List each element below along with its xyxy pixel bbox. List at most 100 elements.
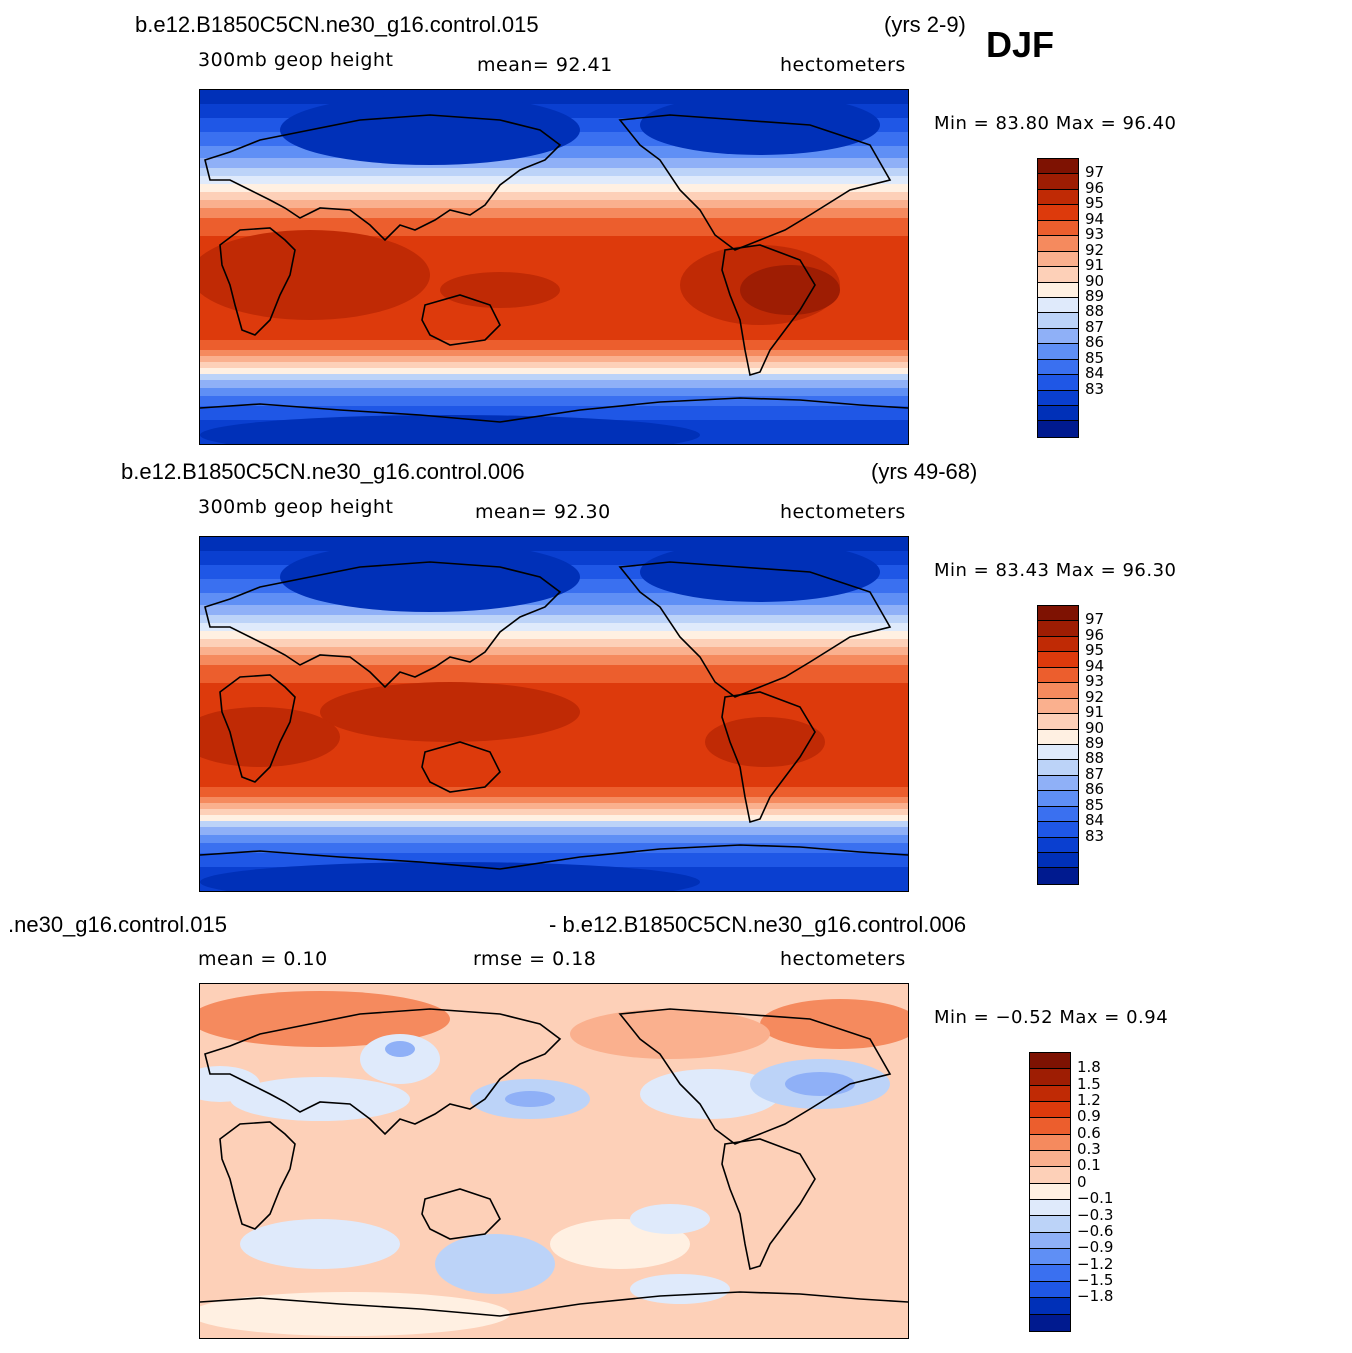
panel1-contour-svg: [200, 90, 908, 444]
coastline: [721, 244, 816, 377]
colorbar-swatch: [1038, 267, 1078, 283]
colorbar-tick-label: 83: [1085, 826, 1105, 845]
contour-band: [200, 647, 908, 655]
coastline: [618, 1008, 892, 1145]
coastline: [200, 1291, 908, 1317]
panel1-units: hectometers: [780, 54, 906, 76]
colorbar-swatch: [1030, 1216, 1070, 1233]
contour-region: [630, 1204, 710, 1234]
colorbar-swatch: [1038, 698, 1078, 715]
colorbar-tick-label: 0.6: [1077, 1123, 1101, 1142]
panel1-years: (yrs 2-9): [884, 12, 966, 37]
colorbar-tick-label: 0.1: [1077, 1156, 1101, 1175]
colorbar-swatch: [1038, 621, 1078, 637]
panel1-variable: 300mb geop height: [198, 49, 394, 71]
colorbar-tick-label: 84: [1085, 364, 1105, 383]
coastline: [219, 674, 296, 783]
coastline: [421, 741, 501, 793]
colorbar-swatch: [1038, 406, 1078, 422]
contour-band: [200, 843, 908, 853]
panel3-map: [199, 983, 909, 1339]
contour-band: [200, 208, 908, 218]
colorbar-tick-label: 88: [1085, 302, 1105, 321]
contour-region: [200, 1292, 510, 1336]
colorbar-swatch: [1038, 297, 1078, 314]
colorbar-tick-label: 89: [1085, 734, 1105, 752]
colorbar-tick-label: 85: [1085, 348, 1105, 367]
contour-band: [200, 631, 908, 639]
contour-band: [200, 655, 908, 665]
contour-region: [640, 1069, 780, 1119]
colorbar-swatch: [1038, 236, 1078, 252]
contour-region: [230, 1077, 410, 1121]
contour-band: [200, 623, 908, 631]
contour-region: [740, 265, 840, 315]
panel3-colorbar: [1029, 1052, 1071, 1332]
colorbar-swatch: [1030, 1167, 1070, 1184]
contour-region: [440, 272, 560, 308]
contour-band: [200, 615, 908, 623]
season-label: DJF: [986, 24, 1055, 65]
panel2-years: (yrs 49-68): [871, 459, 978, 484]
contour-region: [200, 230, 430, 320]
contour-band: [200, 200, 908, 208]
colorbar-swatch: [1030, 1200, 1070, 1217]
colorbar-swatch: [1038, 760, 1078, 776]
colorbar-swatch: [1038, 868, 1078, 884]
panel2-minmax: Min = 83.43 Max = 96.30: [934, 560, 1177, 581]
colorbar-tick-label: 90: [1085, 718, 1105, 737]
colorbar-swatch: [1030, 1053, 1070, 1070]
contour-band: [200, 184, 908, 192]
contour-band: [200, 340, 908, 350]
panel3-minmax: Min = −0.52 Max = 0.94: [934, 1007, 1169, 1028]
panel1-minmax: Min = 83.80 Max = 96.40: [934, 113, 1177, 134]
contour-band: [200, 639, 908, 647]
contour-region: [505, 1091, 555, 1107]
contour-region: [640, 95, 880, 155]
contour-region: [435, 1234, 555, 1294]
contour-region: [280, 95, 580, 165]
contour-region: [200, 415, 700, 444]
colorbar-tick-label: 91: [1085, 703, 1105, 722]
colorbar-tick-label: 89: [1085, 287, 1105, 305]
contour-region: [385, 1041, 415, 1057]
colorbar-swatch: [1038, 652, 1078, 668]
colorbar-tick-label: 88: [1085, 749, 1105, 768]
colorbar-swatch: [1030, 1314, 1070, 1331]
coastline: [721, 691, 816, 824]
contour-band: [200, 815, 908, 821]
colorbar-tick-label: −0.9: [1077, 1238, 1114, 1257]
colorbar-swatch: [1030, 1118, 1070, 1135]
colorbar-tick-label: 1.8: [1077, 1058, 1101, 1077]
colorbar-swatch: [1038, 853, 1078, 869]
colorbar-swatch: [1030, 1069, 1070, 1086]
colorbar-tick-label: 94: [1085, 209, 1105, 228]
colorbar-swatch: [1030, 1151, 1070, 1168]
colorbar-tick-label: 94: [1085, 656, 1105, 675]
colorbar-swatch: [1038, 328, 1078, 345]
contour-region: [320, 682, 580, 742]
colorbar-tick-label: 0: [1077, 1172, 1087, 1191]
colorbar-tick-label: 87: [1085, 317, 1105, 336]
contour-band: [200, 350, 908, 356]
colorbar-swatch: [1030, 1102, 1070, 1119]
contour-region: [630, 1274, 730, 1304]
contour-band: [200, 176, 908, 184]
colorbar-tick-label: 86: [1085, 780, 1105, 799]
colorbar-swatch: [1038, 359, 1078, 376]
contour-region: [360, 1034, 440, 1084]
colorbar-tick-label: 91: [1085, 256, 1105, 275]
contour-band: [200, 835, 908, 843]
colorbar-swatch: [1038, 636, 1078, 653]
panel3-units: hectometers: [780, 948, 906, 970]
contour-region: [785, 1072, 855, 1096]
colorbar-swatch: [1038, 174, 1078, 190]
colorbar-swatch: [1038, 822, 1078, 838]
contour-band: [200, 821, 908, 827]
colorbar-swatch: [1038, 205, 1078, 221]
colorbar-tick-label: 95: [1085, 194, 1105, 213]
coastline: [618, 114, 892, 251]
panel2-variable: 300mb geop height: [198, 496, 394, 518]
colorbar-swatch: [1038, 421, 1078, 437]
colorbar-tick-label: 1.2: [1077, 1091, 1101, 1110]
